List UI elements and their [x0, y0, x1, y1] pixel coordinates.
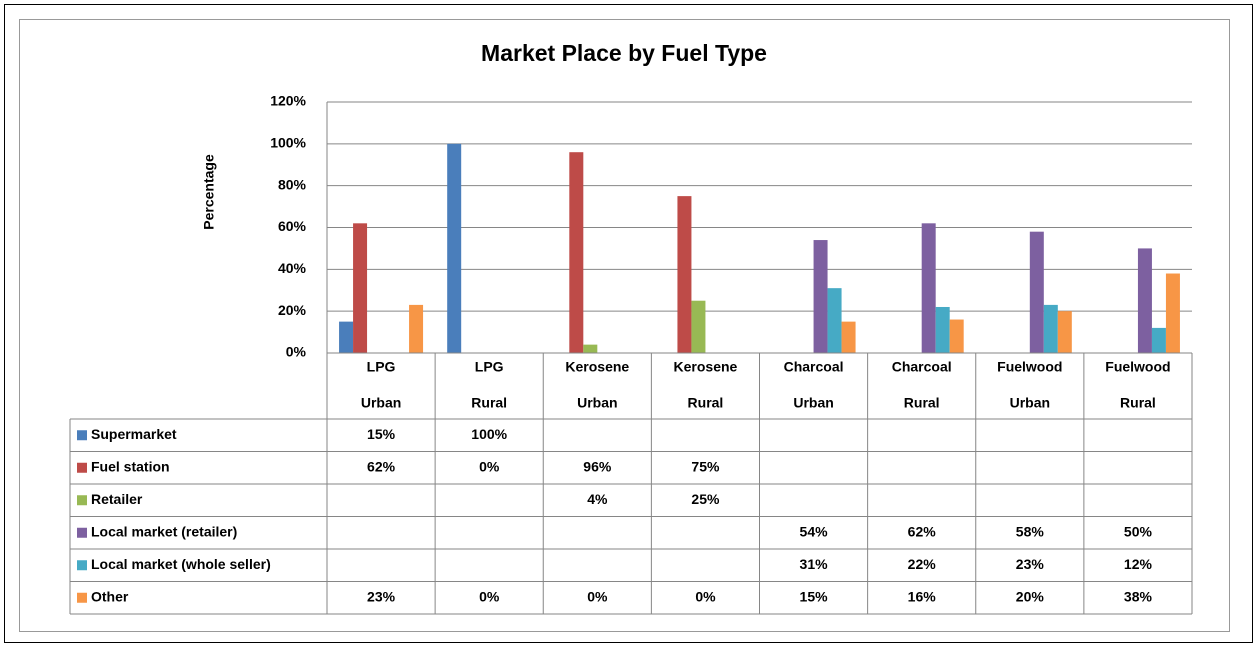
data-label: 31% [800, 556, 829, 572]
bar [569, 152, 584, 353]
data-label: 0% [479, 458, 500, 474]
data-label: 20% [1016, 588, 1045, 604]
data-label: 15% [367, 426, 396, 442]
x-tick-label: Rural [471, 395, 507, 411]
bar [827, 288, 842, 353]
x-tick-label: Kerosene [565, 359, 629, 375]
data-label: 100% [471, 426, 507, 442]
bar [1165, 273, 1180, 353]
data-label: 0% [587, 588, 608, 604]
y-tick-label: 40% [278, 260, 307, 276]
x-tick-label: Urban [361, 395, 401, 411]
data-label: 25% [691, 491, 720, 507]
legend-key [77, 430, 87, 441]
x-tick-label: Rural [688, 395, 724, 411]
bar [583, 344, 598, 353]
y-tick-label: 0% [286, 344, 307, 360]
x-tick-label: Urban [577, 395, 617, 411]
data-label: 62% [367, 458, 396, 474]
bar [691, 300, 706, 353]
x-tick-label: Charcoal [892, 359, 952, 375]
x-tick-label: Urban [793, 395, 833, 411]
data-label: 22% [908, 556, 937, 572]
legend-key [77, 527, 87, 538]
data-label: 12% [1124, 556, 1153, 572]
data-label: 75% [691, 458, 720, 474]
outer-border [4, 4, 1253, 643]
data-label: 0% [479, 588, 500, 604]
data-label: 58% [1016, 523, 1045, 539]
chart-border [19, 19, 1230, 632]
bar [949, 319, 964, 353]
data-label: 23% [1016, 556, 1045, 572]
y-tick-label: 80% [278, 176, 307, 192]
data-label: 0% [695, 588, 716, 604]
bar [935, 306, 950, 353]
data-label: 96% [583, 458, 612, 474]
x-tick-label: Rural [1120, 395, 1156, 411]
bar [353, 223, 368, 353]
y-tick-label: 100% [270, 135, 306, 151]
x-tick-label: Rural [904, 395, 940, 411]
x-tick-label: Fuelwood [997, 359, 1062, 375]
legend-label: Local market (retailer) [91, 523, 237, 539]
legend-key [77, 495, 87, 506]
x-tick-label: Charcoal [784, 359, 844, 375]
x-tick-label: LPG [367, 359, 396, 375]
data-label: 23% [367, 588, 396, 604]
x-tick-label: LPG [475, 359, 504, 375]
bar [1151, 327, 1166, 353]
legend-key [77, 462, 87, 473]
legend-label: Retailer [91, 491, 143, 507]
data-label: 16% [908, 588, 937, 604]
bar [1043, 304, 1058, 353]
legend-key [77, 592, 87, 603]
bar [339, 321, 354, 353]
bar [813, 240, 828, 353]
y-tick-label: 120% [270, 93, 306, 109]
bar [1029, 231, 1044, 353]
bar [447, 143, 462, 353]
legend-label: Other [91, 588, 129, 604]
x-tick-label: Kerosene [674, 359, 738, 375]
bar [841, 321, 856, 353]
bar [1057, 311, 1072, 353]
data-label: 15% [800, 588, 829, 604]
chart-title: Market Place by Fuel Type [481, 40, 767, 66]
data-label: 38% [1124, 588, 1153, 604]
data-label: 54% [800, 523, 829, 539]
y-axis-label: Percentage [201, 154, 217, 230]
legend-label: Fuel station [91, 458, 170, 474]
y-tick-label: 20% [278, 302, 307, 318]
data-label: 4% [587, 491, 608, 507]
data-label: 62% [908, 523, 937, 539]
legend-key [77, 560, 87, 571]
x-tick-label: Urban [1010, 395, 1050, 411]
bar [921, 223, 936, 353]
data-label: 50% [1124, 523, 1153, 539]
y-tick-label: 60% [278, 218, 307, 234]
legend-label: Supermarket [91, 426, 177, 442]
x-tick-label: Fuelwood [1105, 359, 1170, 375]
bar [409, 304, 424, 353]
legend-label: Local market (whole seller) [91, 556, 271, 572]
bar [677, 196, 692, 353]
bar [1137, 248, 1152, 353]
